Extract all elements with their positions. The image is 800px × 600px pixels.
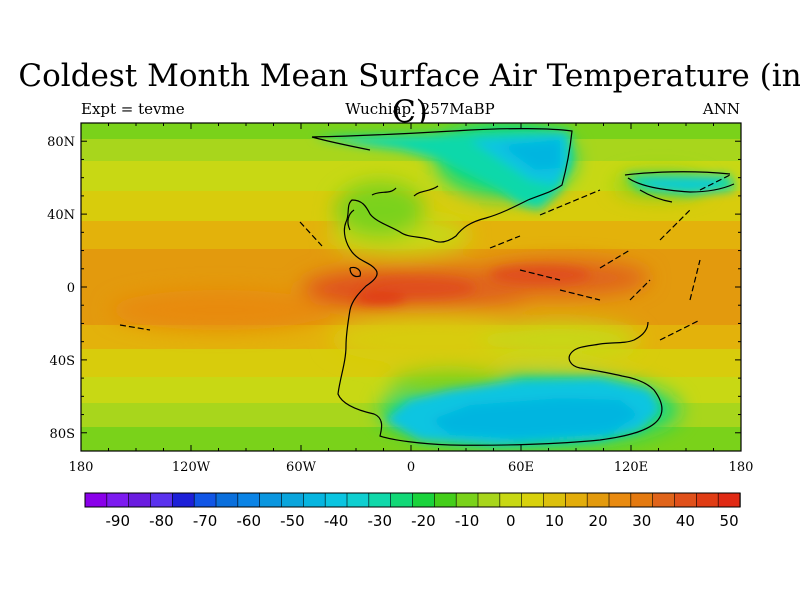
colorbar-swatch bbox=[346, 492, 370, 508]
x-tick-label: 120E bbox=[614, 460, 648, 475]
colorbar-swatch bbox=[696, 492, 719, 508]
colorbar-swatch bbox=[215, 492, 239, 508]
colorbar-swatch bbox=[368, 492, 392, 508]
colorbar-label: 30 bbox=[632, 512, 651, 530]
colorbar-label: -90 bbox=[106, 512, 131, 530]
x-tick-label: 60E bbox=[508, 460, 534, 475]
x-tick-label: 60W bbox=[286, 460, 317, 475]
colorbar-swatch bbox=[412, 492, 436, 508]
colorbar-swatch bbox=[237, 492, 261, 508]
colorbar-label: 50 bbox=[720, 512, 739, 530]
y-tick-label: 40N bbox=[47, 208, 75, 223]
colorbar-label: -60 bbox=[237, 512, 262, 530]
experiment-label: Expt = tevme bbox=[81, 100, 185, 118]
colorbar-swatch bbox=[477, 492, 501, 508]
x-tick-label: 120W bbox=[172, 460, 211, 475]
map-title: Coldest Month Mean Surface Air Temperatu… bbox=[18, 58, 800, 130]
colorbar-swatch bbox=[652, 492, 676, 508]
colorbar-swatch bbox=[303, 492, 326, 508]
x-tick-label: 0 bbox=[407, 460, 415, 475]
colorbar-frame bbox=[84, 492, 741, 508]
y-tick-label: 80S bbox=[50, 427, 75, 442]
colorbar-swatch bbox=[455, 492, 479, 508]
island-arcs bbox=[119, 174, 731, 341]
colorbar-swatch bbox=[543, 492, 567, 508]
colorbar-label: 10 bbox=[545, 512, 564, 530]
colorbar-label: 0 bbox=[506, 512, 516, 530]
colorbar-swatch bbox=[128, 492, 152, 508]
colorbar-swatch bbox=[674, 492, 698, 508]
colorbar-swatch bbox=[150, 492, 174, 508]
colorbar-swatch bbox=[630, 492, 654, 508]
colorbar-swatch bbox=[608, 492, 632, 508]
colorbar-swatch bbox=[193, 492, 217, 508]
colorbar-label: -70 bbox=[193, 512, 218, 530]
colorbar-label: -40 bbox=[324, 512, 349, 530]
colorbar-swatch bbox=[259, 492, 283, 508]
colorbar-swatch bbox=[565, 492, 588, 508]
colorbar-swatch bbox=[84, 492, 108, 508]
colorbar-label: -20 bbox=[411, 512, 436, 530]
colorbar-swatch bbox=[434, 492, 457, 508]
colorbar-label: -80 bbox=[149, 512, 174, 530]
colorbar-label: 40 bbox=[676, 512, 695, 530]
colorbar-swatch bbox=[521, 492, 545, 508]
temperature-field bbox=[81, 123, 741, 451]
period-label: Wuchiap. 257MaBP bbox=[345, 100, 495, 118]
colorbar-swatch bbox=[172, 492, 195, 508]
colorbar-swatch bbox=[324, 492, 348, 508]
coastlines bbox=[311, 128, 735, 446]
x-tick-label: 180 bbox=[69, 460, 94, 475]
colorbar-label: -10 bbox=[455, 512, 480, 530]
colorbar-label: -30 bbox=[368, 512, 393, 530]
colorbar-swatch bbox=[586, 492, 610, 508]
colorbar-swatch bbox=[717, 492, 741, 508]
colorbar-label: 20 bbox=[589, 512, 608, 530]
colorbar-swatch bbox=[499, 492, 523, 508]
season-label: ANN bbox=[702, 100, 740, 118]
x-tick-label: 180 bbox=[729, 460, 754, 475]
y-tick-label: 0 bbox=[67, 281, 75, 296]
colorbar: -90 -80 -70 -60 -50 -40 -30 -20 -10 0 10 20 30 40 50 bbox=[84, 492, 741, 530]
colorbar-swatch bbox=[106, 492, 130, 508]
colorbar-swatch bbox=[390, 492, 414, 508]
y-tick-label: 80N bbox=[47, 135, 75, 150]
colorbar-swatch bbox=[281, 492, 305, 508]
colorbar-label: -50 bbox=[280, 512, 305, 530]
axis-ticks: 180 120W 60W 0 60E 120E 180 80N 40N 0 40S 80S bbox=[47, 123, 753, 475]
y-tick-label: 40S bbox=[50, 354, 75, 369]
